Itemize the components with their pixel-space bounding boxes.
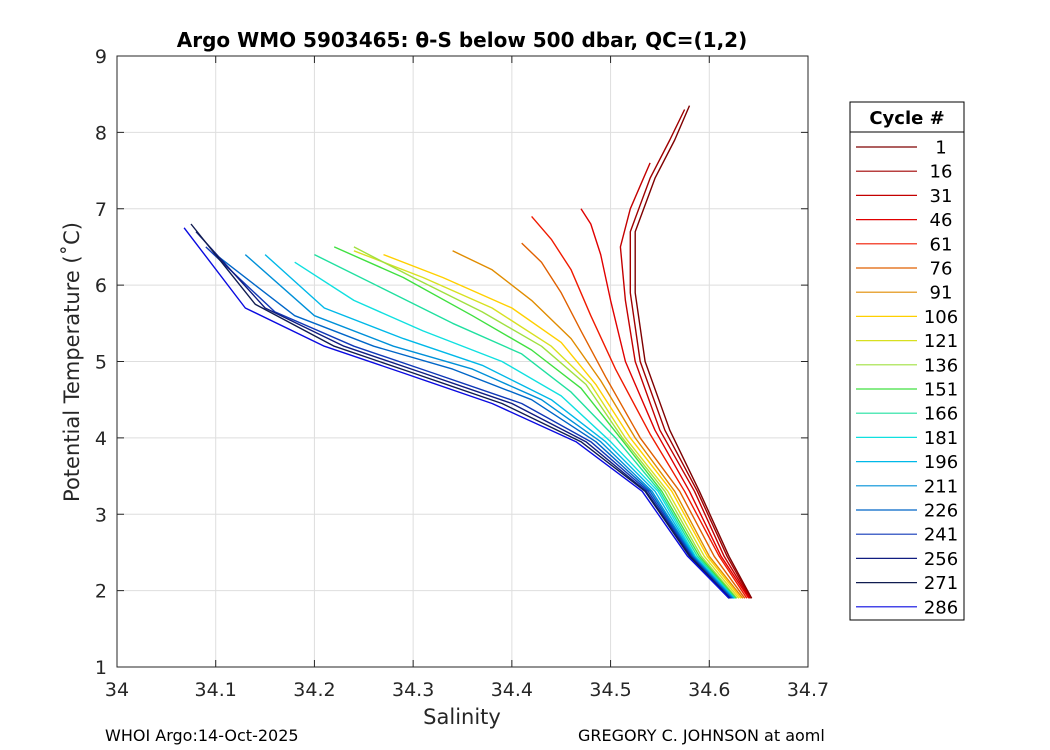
series-line-cycle-61 [531, 215, 748, 599]
chart-title: Argo WMO 5903465: θ-S below 500 dbar, QC… [177, 28, 747, 52]
y-tick-label: 1 [95, 657, 107, 679]
series-line-cycle-91 [452, 250, 744, 599]
legend-label: 256 [924, 549, 958, 570]
footer-source: WHOI Argo:14-Oct-2025 [105, 726, 299, 745]
y-tick-label: 8 [95, 122, 107, 144]
legend-label: 16 [930, 162, 953, 183]
legend-label: 31 [930, 186, 953, 207]
legend-label: 76 [930, 259, 953, 280]
legend-label: 151 [924, 380, 958, 401]
series-line-cycle-271 [190, 223, 730, 599]
series-line-cycle-1 [634, 105, 753, 599]
legend-label: 181 [924, 428, 958, 449]
series-line-cycle-181 [294, 261, 735, 599]
x-tick-label: 34.1 [195, 679, 237, 701]
legend-label: 226 [924, 501, 958, 522]
y-tick-label: 3 [95, 504, 107, 526]
legend-label: 271 [924, 573, 958, 594]
series-line-cycle-16 [629, 109, 752, 599]
series-line-cycle-211 [244, 254, 734, 599]
legend-label: 196 [924, 452, 958, 473]
series-line-cycle-121 [353, 250, 740, 599]
x-tick-label: 34.5 [589, 679, 631, 701]
series-line-cycle-31 [619, 162, 751, 599]
legend-entries: 1 16 31 46 61 76 91 106 121 136 151 166 181 196 211 226… [856, 138, 958, 618]
series-line-cycle-46 [580, 208, 750, 599]
legend-label: 241 [924, 525, 958, 546]
x-tick-label: 34.7 [787, 679, 829, 701]
x-tick-label: 34.3 [392, 679, 434, 701]
series-line-cycle-226 [215, 254, 733, 599]
series-line-cycle-196 [264, 254, 735, 599]
series-line-cycle-256 [195, 231, 731, 599]
legend-label: 211 [924, 476, 958, 497]
series-line-cycle-76 [521, 242, 746, 599]
y-tick-label: 9 [95, 46, 107, 68]
legend-label: 136 [924, 355, 958, 376]
legend-label: 91 [930, 283, 953, 304]
series-line-cycle-286 [183, 227, 730, 599]
y-tick-label: 5 [95, 352, 107, 374]
x-tick-label: 34 [105, 679, 129, 701]
y-tick-label: 4 [95, 428, 107, 450]
legend-label: 61 [930, 234, 953, 255]
x-tick-label: 34.4 [491, 679, 533, 701]
series-line-cycle-106 [383, 253, 742, 599]
legend-label: 166 [924, 404, 958, 425]
legend-title: Cycle # [869, 108, 944, 129]
x-tick-label: 34.6 [688, 679, 730, 701]
legend-label: 286 [924, 597, 958, 618]
x-axis-label: Salinity [423, 705, 501, 729]
series-line-cycle-241 [205, 246, 732, 599]
y-tick-label: 2 [95, 581, 107, 603]
series-line-cycle-166 [314, 253, 736, 599]
y-tick-label: 7 [95, 199, 107, 221]
legend-label: 106 [924, 307, 958, 328]
y-axis-label: Potential Temperature (˚C) [60, 222, 84, 502]
x-tick-label: 34.2 [293, 679, 335, 701]
series-line-cycle-151 [333, 246, 737, 599]
series-line-cycle-136 [353, 246, 738, 599]
y-tick-label: 6 [95, 275, 107, 297]
legend-label: 1 [935, 138, 946, 159]
legend: Cycle # 11631466176911061211361511661811… [849, 101, 965, 621]
legend-label: 121 [924, 331, 958, 352]
legend-label: 46 [930, 210, 953, 231]
series-lines [183, 105, 753, 599]
footer-author: GREGORY C. JOHNSON at aoml [578, 726, 825, 745]
